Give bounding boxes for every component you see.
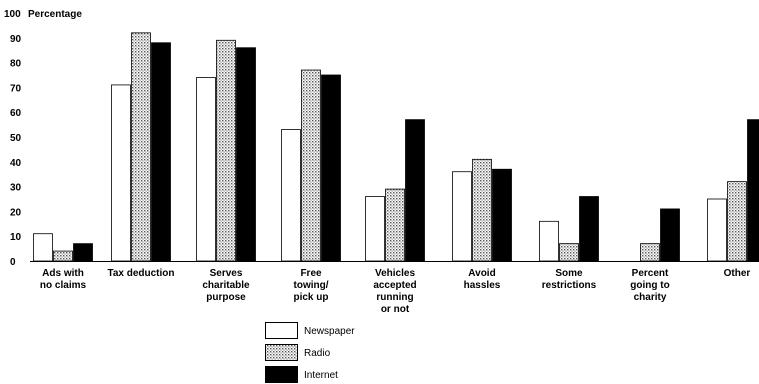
y-axis-ticks: 0 10 20 30 40 50 60 70 80 90 100: [4, 9, 22, 268]
bar-internet: [405, 119, 425, 262]
bar-internet: [579, 196, 599, 262]
y-tick-label: 90: [10, 34, 22, 45]
y-tick-label: 100: [4, 9, 21, 20]
bar-radio: [301, 69, 321, 262]
x-category-label: accepted: [373, 280, 416, 291]
y-tick-label: 20: [10, 207, 22, 218]
legend-swatch-internet: [265, 366, 298, 383]
bar-radio: [53, 250, 73, 262]
x-category-label: hassles: [464, 280, 501, 291]
x-category-label: running: [376, 292, 413, 303]
legend-label-radio: Radio: [304, 348, 331, 359]
x-category-label: Avoid: [468, 268, 495, 279]
y-tick-label: 60: [10, 108, 22, 119]
bar-newspaper: [196, 77, 216, 262]
x-category-label: charitable: [202, 280, 250, 291]
bar-internet: [236, 47, 256, 262]
bar-newspaper: [452, 171, 472, 262]
bar-radio: [131, 32, 151, 262]
bar-newspaper: [365, 196, 385, 262]
bar-internet: [73, 243, 93, 262]
y-tick-label: 40: [10, 158, 22, 169]
bar-internet: [660, 208, 680, 262]
bars: [33, 32, 759, 262]
legend-swatch-newspaper: [265, 322, 298, 339]
bar-radio: [727, 181, 747, 262]
x-category-label: towing/: [294, 280, 329, 291]
x-category-label: Other: [724, 268, 751, 279]
y-tick-label: 10: [10, 232, 22, 243]
bar-internet: [321, 74, 341, 262]
bar-newspaper: [539, 220, 559, 262]
y-axis-label: Percentage: [28, 9, 82, 20]
x-category-label: no claims: [40, 280, 87, 291]
x-category-label: purpose: [206, 292, 246, 303]
bar-radio: [559, 243, 579, 262]
bar-newspaper: [111, 84, 131, 262]
y-tick-label: 30: [10, 183, 22, 194]
y-tick-label: 50: [10, 133, 22, 144]
bar-radio: [385, 188, 405, 262]
x-category-label: restrictions: [542, 280, 597, 291]
x-category-label: or not: [381, 304, 410, 315]
legend-label-internet: Internet: [304, 370, 338, 381]
bar-radio: [640, 243, 660, 262]
x-category-label: Serves: [210, 268, 243, 279]
x-category-label: Vehicles: [375, 268, 415, 279]
y-tick-label: 70: [10, 83, 22, 94]
x-category-label: Ads with: [42, 268, 84, 279]
x-category-label: going to: [630, 280, 669, 291]
bar-radio: [472, 158, 492, 262]
bar-internet: [747, 119, 759, 262]
x-category-label: Tax deduction: [107, 268, 174, 279]
legend-swatch-radio: [265, 344, 298, 361]
legend: Newspaper Radio Internet: [265, 322, 355, 383]
y-tick-label: 0: [10, 257, 16, 268]
bar-radio: [216, 39, 236, 262]
bar-newspaper: [707, 198, 727, 262]
bar-internet: [492, 168, 512, 262]
bar-newspaper: [33, 233, 53, 262]
x-category-label: Some: [555, 268, 583, 279]
x-category-label: Percent: [632, 268, 669, 279]
bar-newspaper: [281, 129, 301, 262]
x-category-label: charity: [634, 292, 667, 303]
x-category-label: Free: [300, 268, 322, 279]
y-tick-label: 80: [10, 59, 22, 70]
x-category-label: pick up: [293, 292, 328, 303]
bar-internet: [151, 42, 171, 262]
legend-label-newspaper: Newspaper: [304, 326, 355, 337]
